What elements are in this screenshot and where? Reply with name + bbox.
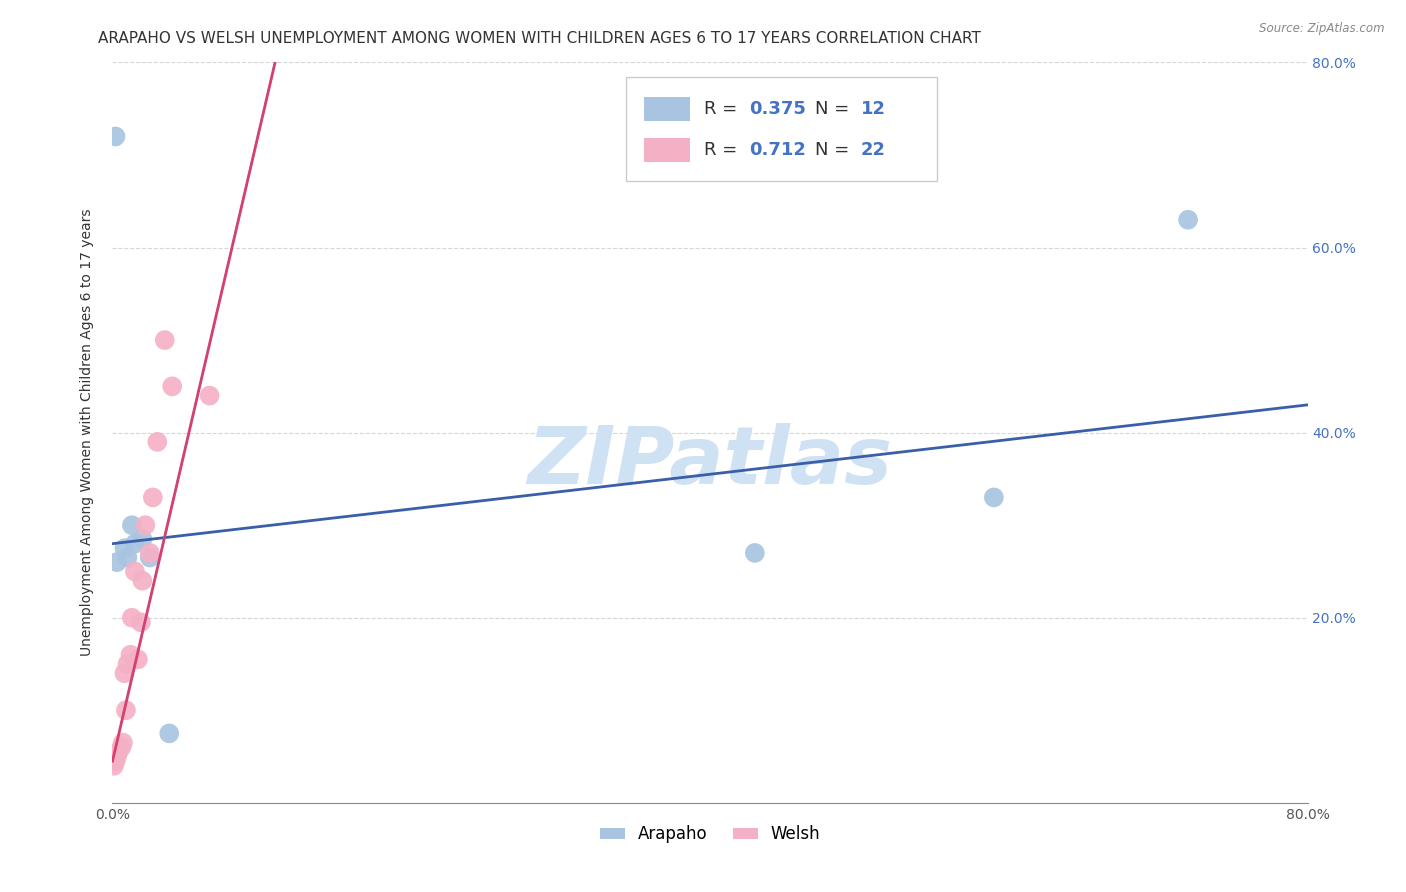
Text: R =: R = <box>704 141 742 159</box>
Text: R =: R = <box>704 100 742 118</box>
Point <box>744 546 766 560</box>
Point <box>114 666 135 681</box>
Point <box>103 758 125 772</box>
Point <box>124 565 146 579</box>
Point <box>146 434 169 449</box>
FancyBboxPatch shape <box>627 78 938 181</box>
Point <box>134 518 156 533</box>
Text: ZIPatlas: ZIPatlas <box>527 423 893 501</box>
Point <box>105 749 128 764</box>
Point <box>107 745 129 759</box>
Text: N =: N = <box>815 100 855 118</box>
Text: 0.712: 0.712 <box>749 141 807 159</box>
Point <box>142 491 165 505</box>
Text: N =: N = <box>815 141 855 159</box>
Point <box>110 740 132 755</box>
FancyBboxPatch shape <box>644 97 690 121</box>
Legend: Arapaho, Welsh: Arapaho, Welsh <box>593 819 827 850</box>
Text: 12: 12 <box>860 100 886 118</box>
Point <box>198 388 221 402</box>
FancyBboxPatch shape <box>644 137 690 162</box>
Text: ARAPAHO VS WELSH UNEMPLOYMENT AMONG WOMEN WITH CHILDREN AGES 6 TO 17 YEARS CORRE: ARAPAHO VS WELSH UNEMPLOYMENT AMONG WOME… <box>98 31 981 46</box>
Point <box>131 574 153 588</box>
Point <box>105 555 128 569</box>
Point <box>153 333 176 347</box>
Point <box>117 657 139 671</box>
Text: Source: ZipAtlas.com: Source: ZipAtlas.com <box>1260 22 1385 36</box>
Point <box>983 491 1005 505</box>
Point <box>120 648 142 662</box>
Point <box>114 541 135 556</box>
Text: 0.375: 0.375 <box>749 100 807 118</box>
Point <box>121 518 143 533</box>
Point <box>139 546 162 560</box>
Point <box>111 736 134 750</box>
Point <box>1177 212 1199 227</box>
Point <box>139 550 162 565</box>
Text: 22: 22 <box>860 141 886 159</box>
Point <box>162 379 183 393</box>
Point <box>115 703 138 717</box>
Point <box>104 754 127 768</box>
Y-axis label: Unemployment Among Women with Children Ages 6 to 17 years: Unemployment Among Women with Children A… <box>80 209 94 657</box>
Point <box>127 652 149 666</box>
Point <box>124 536 146 550</box>
Point <box>121 610 143 624</box>
Point <box>117 550 139 565</box>
Point <box>157 726 180 740</box>
Point <box>131 532 153 546</box>
Point <box>104 129 127 144</box>
Point <box>129 615 152 630</box>
